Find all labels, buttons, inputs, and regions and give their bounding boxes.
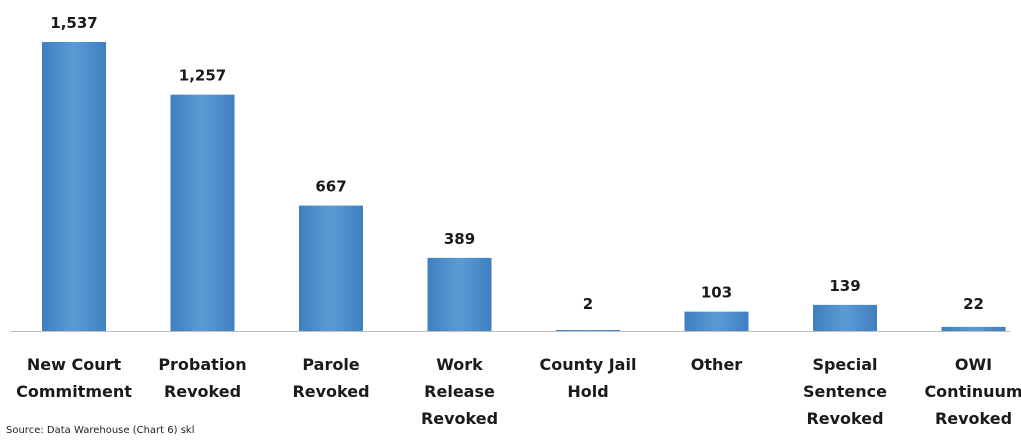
value-label-6: 139	[829, 277, 860, 295]
category-label-line: County Jail	[540, 355, 637, 374]
category-label-line: Commitment	[16, 382, 132, 401]
category-label-line: Revoked	[421, 409, 498, 428]
category-label-4: County Jail Hold	[540, 355, 637, 401]
category-label-1: Probation Revoked	[158, 355, 246, 401]
value-label-3: 389	[444, 230, 475, 248]
category-label-line: Sentence	[803, 382, 887, 401]
category-label-7: OWI Continuum Revoked	[924, 355, 1021, 428]
category-label-line: Revoked	[806, 409, 883, 428]
value-label-2: 667	[315, 178, 346, 196]
value-label-4: 2	[583, 295, 593, 313]
category-label-line: Other	[691, 355, 742, 374]
value-label-7: 22	[963, 295, 984, 313]
category-label-line: New Court	[27, 355, 122, 374]
bar-6	[813, 304, 877, 331]
category-label-line: Revoked	[164, 382, 241, 401]
category-label-0: New Court Commitment	[16, 355, 132, 401]
category-label-line: Revoked	[935, 409, 1012, 428]
category-label-6: Special Sentence Revoked	[803, 355, 887, 428]
category-label-line: Special	[812, 355, 877, 374]
category-label-line: Continuum	[924, 382, 1021, 401]
category-label-5: Other	[691, 355, 742, 374]
category-label-line: Probation	[158, 355, 246, 374]
category-label-line: OWI	[955, 355, 992, 374]
value-label-0: 1,537	[50, 14, 97, 32]
bar-0	[42, 42, 106, 331]
bar-3	[427, 257, 492, 331]
bar-4	[556, 330, 620, 331]
category-label-2: Parole Revoked	[292, 355, 369, 401]
value-label-5: 103	[701, 284, 732, 302]
category-label-3: Work Release Revoked	[421, 355, 498, 428]
category-label-line: Hold	[567, 382, 608, 401]
value-label-1: 1,257	[179, 67, 226, 85]
bar-2	[299, 205, 363, 331]
bars-group	[42, 42, 1006, 332]
category-label-line: Release	[424, 382, 495, 401]
value-labels-group: 1,537 1,257 667 389 2 103 139 22	[50, 14, 984, 313]
source-note: Source: Data Warehouse (Chart 6) skl	[6, 425, 195, 436]
bar-1	[170, 94, 235, 332]
bar-7	[941, 326, 1006, 331]
bar-5	[684, 311, 749, 331]
category-label-line: Work	[436, 355, 483, 374]
category-label-line: Revoked	[292, 382, 369, 401]
category-label-line: Parole	[302, 355, 359, 374]
